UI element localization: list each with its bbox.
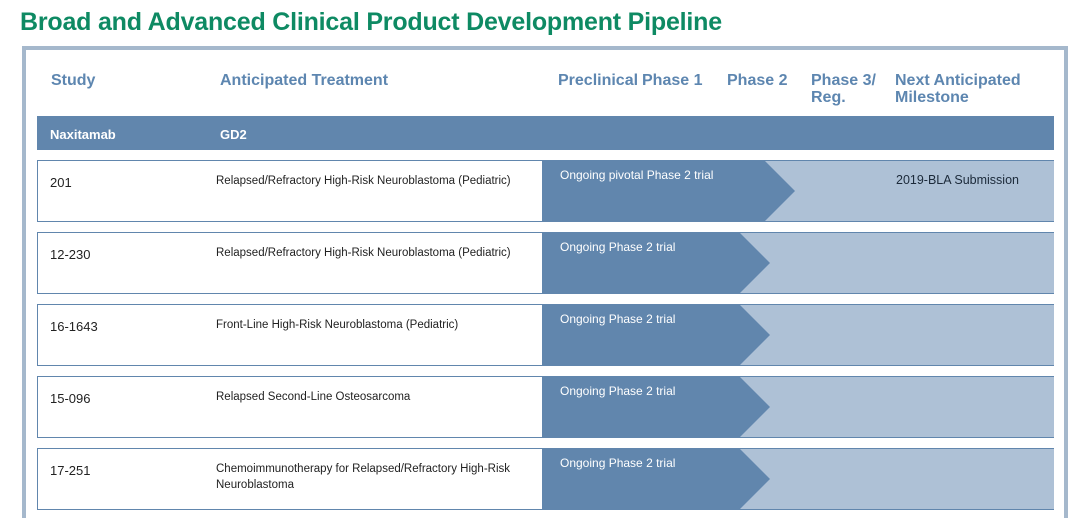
page-title: Broad and Advanced Clinical Product Deve…: [20, 8, 722, 36]
progress-arrow: [542, 449, 770, 509]
progress-bar: [542, 161, 1054, 221]
column-header-preclinical: Preclinical: [558, 72, 639, 89]
study-id: 17-251: [50, 463, 91, 478]
column-header-phase3: Phase 3/ Reg.: [811, 72, 876, 106]
pipeline-table: Study Anticipated Treatment Preclinical …: [22, 46, 1068, 518]
trial-status: Ongoing Phase 2 trial: [560, 384, 676, 398]
study-id: 12-230: [50, 247, 91, 262]
agent-target: GD2: [220, 127, 247, 142]
column-header-phase3-line1: Phase 3/: [811, 72, 876, 89]
progress-bar: [542, 377, 1054, 437]
progress-bar: [542, 233, 1054, 293]
table-row: 12-230 Relapsed/Refractory High-Risk Neur…: [37, 232, 1054, 294]
progress-arrow: [542, 305, 770, 365]
table-row: 16-1643 Front-Line High-Risk Neuroblastom…: [37, 304, 1054, 366]
column-header-milestone-line2: Milestone: [895, 89, 969, 106]
table-row: 15-096 Relapsed Second-Line Osteosarcoma O…: [37, 376, 1054, 438]
table-row: 201 Relapsed/Refractory High-Risk Neurobl…: [37, 160, 1054, 222]
trial-status: Ongoing Phase 2 trial: [560, 312, 676, 326]
next-milestone: 2019-BLA Submission: [896, 173, 1019, 187]
agent-name: Naxitamab: [50, 127, 116, 142]
treatment-text: Relapsed Second-Line Osteosarcoma: [216, 391, 411, 403]
study-id: 15-096: [50, 391, 91, 406]
agent-band: Naxitamab GD2: [37, 116, 1054, 150]
column-header-milestone-line1: Next Anticipated: [895, 72, 1021, 89]
treatment-text: Relapsed/Refractory High-Risk Neuroblast…: [216, 247, 511, 259]
column-header-phase3-line2: Reg.: [811, 89, 846, 106]
column-header-phase2: Phase 2: [727, 72, 788, 89]
column-header-study: Study: [51, 72, 96, 89]
trial-status: Ongoing pivotal Phase 2 trial: [560, 168, 714, 182]
progress-bar: [542, 449, 1054, 509]
treatment-text: Relapsed/Refractory High-Risk Neuroblast…: [216, 175, 511, 187]
table-row: 17-251 Chemoimmunotherapy for Relapsed/Re…: [37, 448, 1054, 510]
treatment-text: Chemoimmunotherapy for Relapsed/Refracto…: [216, 463, 511, 491]
trial-status: Ongoing Phase 2 trial: [560, 456, 676, 470]
study-id: 16-1643: [50, 319, 98, 334]
column-header-milestone: Next Anticipated Milestone: [895, 72, 1021, 106]
column-header-phase1: Phase 1: [642, 72, 703, 89]
progress-bar: [542, 305, 1054, 365]
treatment-text: Front-Line High-Risk Neuroblastoma (Pedi…: [216, 319, 459, 331]
trial-status: Ongoing Phase 2 trial: [560, 240, 676, 254]
column-header-treatment: Anticipated Treatment: [220, 72, 389, 89]
progress-arrow: [542, 161, 795, 221]
progress-arrow: [542, 233, 770, 293]
study-id: 201: [50, 175, 72, 190]
progress-arrow: [542, 377, 770, 437]
